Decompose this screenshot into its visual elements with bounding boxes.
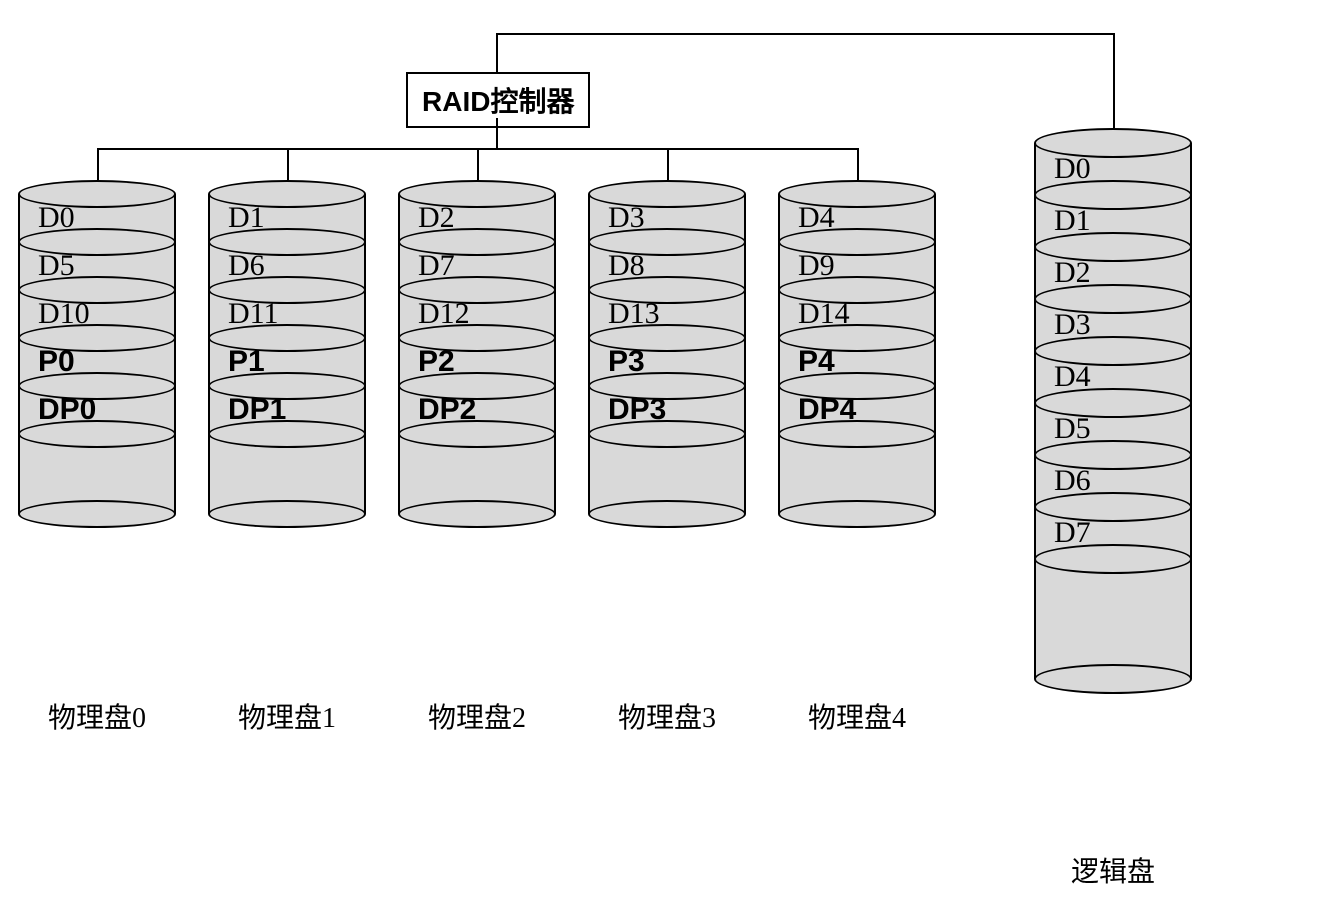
segment-label: D1 [1054, 206, 1091, 236]
segment-label: D0 [1054, 154, 1091, 184]
segment-label: P4 [798, 347, 835, 377]
segment-label: D6 [228, 251, 265, 281]
segment-label: D9 [798, 251, 835, 281]
segment-label: D4 [1054, 362, 1091, 392]
segment-label: P2 [418, 347, 455, 377]
segment-label: D8 [608, 251, 645, 281]
segment-label: DP2 [418, 395, 476, 425]
segment-label: DP4 [798, 395, 856, 425]
segment-label: D2 [418, 203, 455, 233]
segment-label: D12 [418, 299, 470, 329]
segment-label: D7 [418, 251, 455, 281]
segment-label: D10 [38, 299, 90, 329]
segment-label: D4 [798, 203, 835, 233]
segment-label: D13 [608, 299, 660, 329]
segment-label: D2 [1054, 258, 1091, 288]
segment-label: D11 [228, 299, 279, 329]
segment-label: D5 [38, 251, 75, 281]
physical-disk-label: 物理盘4 [778, 696, 936, 736]
physical-disk-label: 物理盘3 [588, 696, 746, 736]
segment-label: D7 [1054, 518, 1091, 548]
physical-disk-label: 物理盘2 [398, 696, 556, 736]
raid-controller: RAID控制器 [406, 72, 590, 128]
physical-disk-label: 物理盘0 [18, 696, 176, 736]
segment-label: DP0 [38, 395, 96, 425]
segment-label: DP1 [228, 395, 286, 425]
segment-label: D0 [38, 203, 75, 233]
segment-label: P1 [228, 347, 265, 377]
segment-label: D3 [1054, 310, 1091, 340]
segment-label: D1 [228, 203, 265, 233]
segment-label: P3 [608, 347, 645, 377]
segment-label: D3 [608, 203, 645, 233]
segment-label: P0 [38, 347, 75, 377]
raid-diagram: RAID控制器 D0 D5 D10 P0 DP0 物理盘0 D1 D6 D11 P1 DP1 物理盘1 D… [0, 0, 1328, 912]
physical-disk-label: 物理盘1 [208, 696, 366, 736]
segment-label: D14 [798, 299, 850, 329]
segment-label: DP3 [608, 395, 666, 425]
logical-disk-label: 逻辑盘 [1034, 850, 1192, 890]
controller-label: RAID控制器 [422, 86, 574, 117]
segment-label: D6 [1054, 466, 1091, 496]
segment-label: D5 [1054, 414, 1091, 444]
